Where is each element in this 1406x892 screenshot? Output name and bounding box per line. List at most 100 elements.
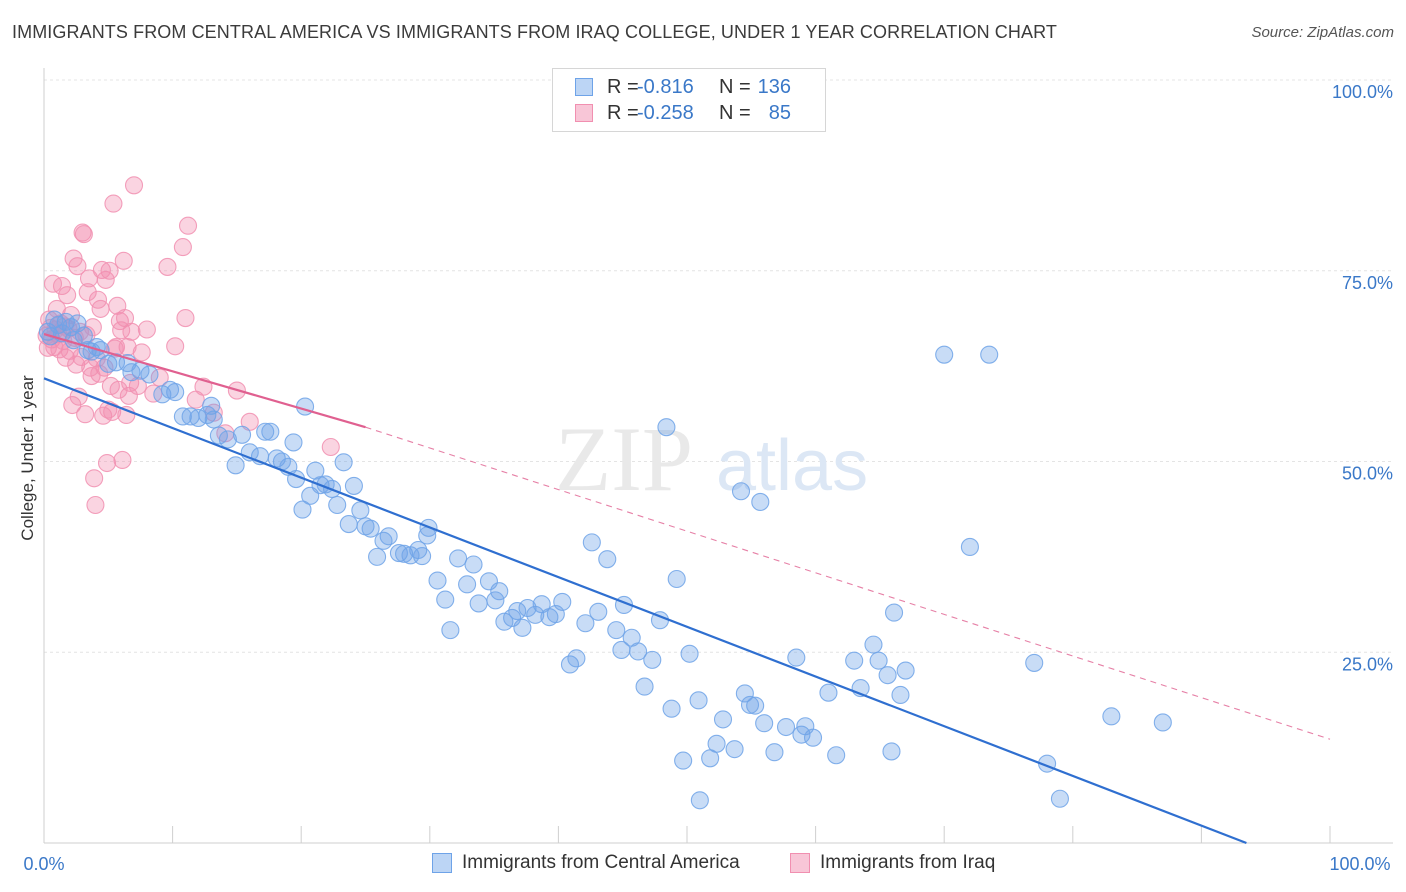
- legend-r-value: -0.258: [637, 101, 694, 124]
- point-central-america: [428, 571, 447, 590]
- chart-title: IMMIGRANTS FROM CENTRAL AMERICA VS IMMIG…: [12, 22, 1057, 42]
- legend-n-value: 85: [768, 101, 791, 124]
- point-iraq: [103, 402, 122, 421]
- point-iraq: [38, 338, 57, 357]
- point-iraq: [132, 343, 151, 362]
- point-central-america: [878, 666, 897, 685]
- point-central-america: [204, 410, 223, 429]
- point-iraq: [118, 337, 137, 357]
- point-central-america: [328, 495, 347, 515]
- point-central-america: [803, 728, 823, 747]
- point-central-america: [882, 742, 901, 761]
- point-central-america: [490, 582, 509, 601]
- point-central-america: [1050, 789, 1069, 808]
- point-iraq: [74, 225, 93, 244]
- axes: [43, 68, 1393, 844]
- point-iraq: [173, 238, 192, 257]
- legend-swatch-central-america: [575, 78, 593, 96]
- y-tick-label: 25.0%: [1342, 654, 1393, 674]
- chart-source: Source: ZipAtlas.com: [1251, 24, 1394, 41]
- point-central-america: [209, 426, 228, 445]
- point-iraq: [122, 322, 141, 341]
- point-central-america: [635, 677, 654, 696]
- point-iraq: [86, 495, 105, 515]
- point-central-america: [776, 717, 796, 737]
- point-iraq: [110, 312, 129, 331]
- point-iraq: [321, 437, 340, 457]
- y-tick-label: 75.0%: [1342, 273, 1393, 293]
- bottom-legend-central-america: Immigrants from Central America: [432, 852, 740, 874]
- trend-lines: [43, 333, 1331, 845]
- point-central-america: [589, 602, 608, 621]
- point-central-america: [261, 422, 280, 441]
- point-central-america: [334, 453, 353, 472]
- watermark-zip: ZIP: [555, 408, 693, 510]
- point-central-america: [707, 734, 726, 753]
- point-central-america: [1153, 713, 1172, 732]
- point-central-america: [980, 345, 999, 364]
- point-central-america: [464, 555, 483, 574]
- trend-line-iraq-extension: [365, 426, 1331, 740]
- point-central-america: [166, 383, 185, 402]
- legend-r-value: -0.816: [637, 75, 694, 98]
- point-central-america: [819, 683, 838, 702]
- point-central-america: [99, 354, 118, 373]
- point-central-america: [518, 598, 537, 618]
- point-central-america: [173, 407, 192, 426]
- point-central-america: [256, 422, 275, 441]
- legend-n-label: N =: [719, 101, 751, 124]
- point-central-america: [1025, 653, 1044, 672]
- legend-row-central-america: R = -0.816 N = 136: [575, 74, 791, 100]
- point-central-america: [884, 603, 904, 622]
- point-central-america: [449, 549, 468, 568]
- point-central-america: [674, 751, 693, 770]
- point-iraq: [114, 251, 133, 270]
- point-central-america: [567, 649, 586, 668]
- point-central-america: [458, 575, 477, 594]
- bottom-legend-swatch-central-america: [432, 853, 452, 873]
- point-iraq: [68, 257, 87, 276]
- point-iraq: [124, 176, 144, 195]
- legend-r-label: R =: [607, 75, 639, 98]
- point-iraq: [100, 261, 119, 280]
- point-central-america: [662, 699, 681, 718]
- point-central-america: [755, 714, 774, 733]
- point-iraq: [58, 286, 77, 305]
- point-central-america: [56, 312, 75, 331]
- legend-r-label: R =: [607, 101, 639, 124]
- point-central-america: [232, 425, 252, 444]
- point-iraq: [137, 320, 156, 339]
- point-iraq: [85, 469, 104, 488]
- point-central-america: [713, 710, 733, 729]
- point-iraq: [92, 260, 111, 280]
- point-central-america: [787, 648, 806, 667]
- point-central-america: [441, 621, 460, 640]
- point-central-america: [935, 345, 954, 364]
- point-central-america: [582, 533, 601, 552]
- point-central-america: [306, 461, 325, 480]
- legend-row-iraq: R = -0.258 N = 85: [575, 100, 791, 126]
- point-central-america: [293, 500, 312, 519]
- legend-n-value: 136: [757, 75, 791, 98]
- point-central-america: [891, 685, 910, 705]
- point-central-america: [607, 621, 626, 640]
- point-iraq: [78, 283, 97, 302]
- bottom-legend-label-central-america: Immigrants from Central America: [462, 852, 740, 873]
- point-central-america: [436, 590, 455, 609]
- point-central-america: [690, 791, 709, 810]
- watermark: ZIP atlas: [555, 408, 868, 510]
- point-central-america: [339, 515, 358, 534]
- point-central-america: [553, 592, 572, 611]
- point-central-america: [513, 618, 532, 637]
- point-central-america: [526, 605, 545, 624]
- point-central-america: [202, 396, 221, 415]
- point-iraq: [76, 405, 95, 424]
- point-central-america: [746, 696, 765, 715]
- correlation-legend: R = -0.816 N = 136 R = -0.258 N = 85: [552, 68, 826, 132]
- point-iraq: [176, 309, 195, 328]
- point-central-america: [226, 456, 245, 475]
- point-iraq: [104, 194, 123, 213]
- x-tick-label-min: 0.0%: [23, 854, 64, 874]
- y-tick-label: 100.0%: [1332, 82, 1393, 102]
